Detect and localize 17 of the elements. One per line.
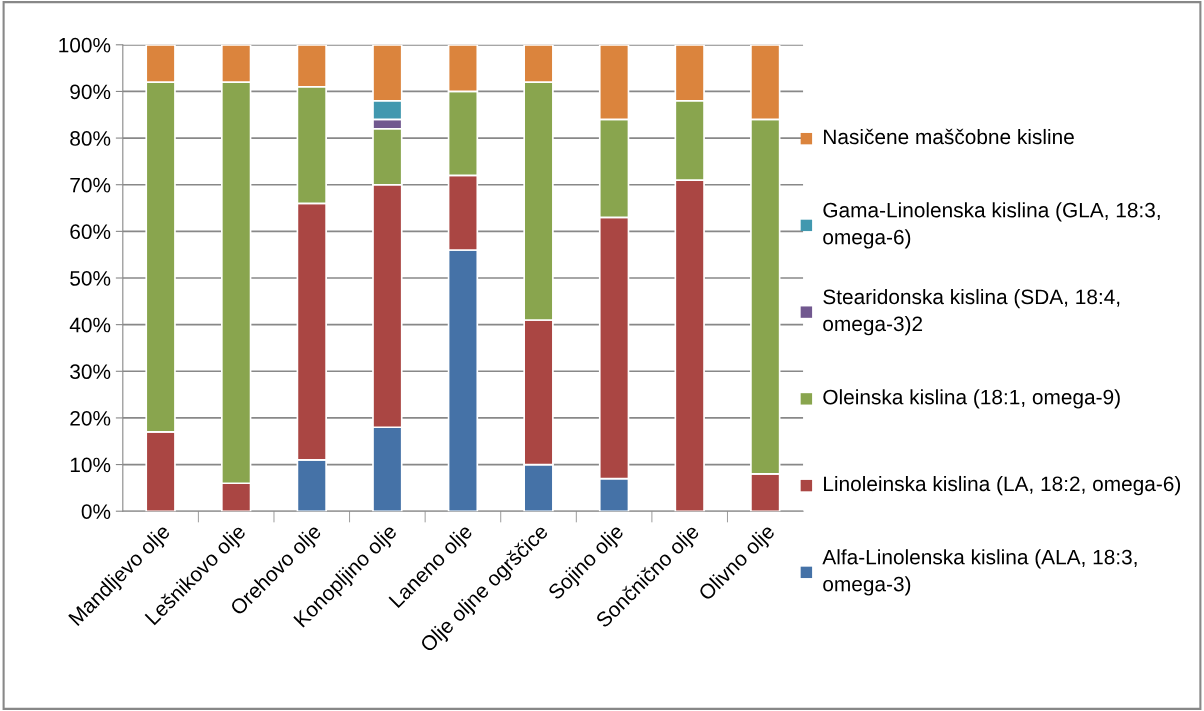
y-tick-label: 0% bbox=[81, 504, 111, 519]
y-tick-label: 70% bbox=[70, 177, 111, 193]
y-tick-label: 10% bbox=[70, 457, 111, 473]
y-tick-label: 30% bbox=[70, 364, 111, 380]
y-tick-label: 60% bbox=[70, 224, 111, 240]
legend-label: Oleinska kislina (18:1, omega-9) bbox=[823, 389, 1120, 409]
y-tick-label: 80% bbox=[70, 131, 111, 146]
y-tick-label: 50% bbox=[70, 271, 111, 286]
y-tick-label: 20% bbox=[70, 410, 111, 426]
legend-label: Stearidonska kislina (SDA, 18:4, omega-3)2 bbox=[823, 288, 1120, 336]
legend-label: Gama-Linolenska kislina (GLA, 18:3, omega-6) bbox=[823, 202, 1160, 249]
legend-label: Linoleinska kislina (LA, 18:2, omega-6) bbox=[824, 475, 1181, 496]
y-tick-label: 100% bbox=[59, 37, 111, 53]
legend-label: Nasičene maščobne kisline bbox=[824, 128, 1074, 145]
legend-label: Alfa-Linolenska kislina (ALA, 18:3, omega-3) bbox=[822, 549, 1137, 596]
y-tick-label: 90% bbox=[70, 84, 111, 100]
y-tick-label: 40% bbox=[69, 317, 111, 333]
